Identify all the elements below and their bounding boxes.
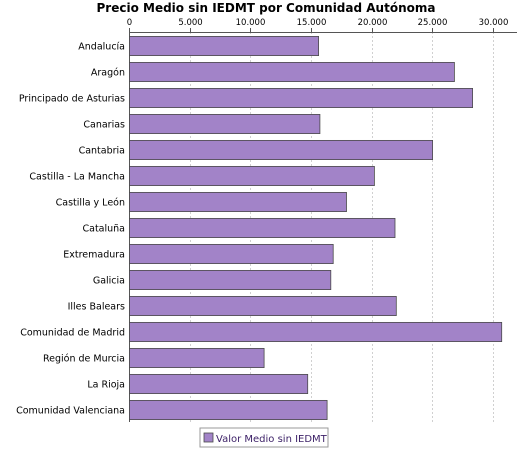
x-tick-label: 0 [127, 18, 132, 28]
bar [129, 321, 503, 342]
legend-label: Valor Medio sin IEDMT [216, 434, 328, 445]
bars [129, 36, 503, 420]
chart-title: Precio Medio sin IEDMT por Comunidad Aut… [97, 1, 436, 15]
x-tick-label: 25.000 [418, 18, 448, 28]
category-label: La Rioja [87, 380, 125, 391]
bar [129, 139, 434, 160]
bar [129, 165, 375, 186]
x-tick-label: 5.000 [178, 18, 202, 28]
category-label: Región de Murcia [43, 354, 125, 365]
bar [129, 399, 328, 420]
category-label: Illes Balears [68, 302, 125, 313]
category-label: Canarias [83, 120, 125, 131]
category-label: Extremadura [63, 250, 125, 261]
bar [129, 243, 334, 264]
category-label: Principado de Asturias [19, 94, 125, 105]
bar [129, 191, 347, 212]
bar [129, 217, 396, 238]
category-label: Comunidad Valenciana [16, 406, 125, 417]
category-label: Aragón [91, 68, 125, 79]
bar [129, 62, 455, 83]
category-labels: Andalucía Aragón Principado de Asturias Can… [16, 42, 125, 417]
bar [129, 295, 397, 316]
x-tick-label: 15.000 [297, 18, 327, 28]
legend-box [199, 427, 329, 448]
x-tick-label: 10.000 [236, 18, 266, 28]
bar [129, 373, 309, 394]
category-label: Galicia [93, 276, 125, 287]
bar [129, 36, 320, 57]
legend-swatch [203, 432, 214, 443]
bar [129, 269, 332, 290]
category-label: Comunidad de Madrid [20, 328, 125, 339]
bar [129, 114, 321, 135]
category-label: Andalucía [78, 42, 125, 53]
x-tick-label: 30.000 [479, 18, 509, 28]
category-label: Cantabria [79, 146, 125, 157]
category-label: Castilla - La Mancha [29, 172, 125, 183]
bar [129, 347, 265, 368]
category-label: Cataluña [82, 224, 125, 235]
x-tick-label: 20.000 [358, 18, 388, 28]
bar [129, 88, 474, 109]
category-label: Castilla y León [56, 198, 125, 209]
legend: Valor Medio sin IEDMT [199, 427, 329, 448]
